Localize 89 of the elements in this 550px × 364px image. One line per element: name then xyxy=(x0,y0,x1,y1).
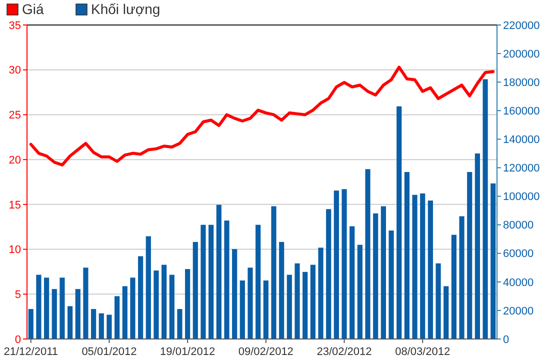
bar xyxy=(248,268,253,339)
line-series xyxy=(29,66,495,166)
bar xyxy=(240,280,245,339)
bar xyxy=(380,206,386,339)
bar xyxy=(286,274,292,339)
bar xyxy=(224,220,230,339)
y2-tick-label: 120000 xyxy=(503,162,540,175)
y2-tick-label: 220000 xyxy=(503,20,540,32)
x-tick-label: 05/01/2012 xyxy=(82,346,137,358)
bar xyxy=(130,278,136,339)
bar xyxy=(474,153,480,339)
x-tick-label: 23/02/2012 xyxy=(316,346,372,358)
bar xyxy=(52,289,57,339)
bar xyxy=(232,249,238,339)
bar xyxy=(365,169,370,339)
bar xyxy=(60,278,65,339)
bar xyxy=(83,268,88,339)
bar xyxy=(444,286,449,339)
x-tick-label: 09/02/2012 xyxy=(238,346,294,358)
bar xyxy=(91,309,96,339)
y-tick-label: 5 xyxy=(14,288,21,301)
bar xyxy=(138,256,144,339)
bar xyxy=(318,248,324,339)
y-tick-label: 20 xyxy=(8,154,21,166)
bar xyxy=(114,296,120,339)
bar xyxy=(482,79,488,339)
y2-tick-label: 160000 xyxy=(503,105,540,118)
y2-tick-label: 140000 xyxy=(503,134,540,146)
y-tick-label: 0 xyxy=(14,334,21,346)
bar xyxy=(467,172,472,339)
y-tick-label: 25 xyxy=(8,110,21,122)
bar xyxy=(310,264,316,339)
bar xyxy=(106,314,112,339)
bar xyxy=(428,200,433,339)
x-tick-label: 19/01/2012 xyxy=(160,346,216,358)
y2-tick-label: 20000 xyxy=(503,305,534,318)
bar xyxy=(373,213,378,339)
bar xyxy=(36,274,42,339)
bar xyxy=(342,189,347,339)
bar xyxy=(154,270,159,339)
bar xyxy=(263,280,268,339)
x-tick-label: 08/03/2012 xyxy=(395,346,450,358)
bar xyxy=(75,289,80,339)
y2-tick-label: 40000 xyxy=(503,276,534,289)
bar xyxy=(177,309,182,339)
y2-tick-label: 60000 xyxy=(503,248,534,260)
bar xyxy=(404,172,410,339)
y2-tick-label: 100000 xyxy=(503,191,540,204)
bar xyxy=(388,230,394,339)
legend-label: Khối lượng xyxy=(91,1,160,17)
bar xyxy=(412,194,418,339)
bar xyxy=(44,278,50,339)
bar xyxy=(326,209,332,339)
bar xyxy=(200,224,206,339)
bar xyxy=(490,183,496,339)
bar xyxy=(28,309,34,339)
bar xyxy=(68,306,73,339)
bar xyxy=(302,272,308,339)
y-tick-label: 15 xyxy=(8,199,21,212)
bar xyxy=(350,226,355,339)
y-tick-label: 35 xyxy=(8,20,21,32)
y2-tick-label: 80000 xyxy=(503,220,534,232)
y2-tick-label: 0 xyxy=(503,334,510,346)
bar xyxy=(271,206,276,339)
bar xyxy=(216,204,222,339)
bar xyxy=(436,263,441,339)
bar xyxy=(256,224,261,339)
y2-tick-label: 200000 xyxy=(503,48,540,60)
y-tick-label: 10 xyxy=(8,244,21,256)
bar xyxy=(169,274,174,339)
bar xyxy=(98,313,104,339)
bar xyxy=(208,224,214,339)
bar xyxy=(146,236,151,339)
bar xyxy=(334,190,339,339)
bar xyxy=(396,106,402,339)
x-tick-label: 21/12/2011 xyxy=(4,346,58,358)
bar xyxy=(294,263,300,339)
bar xyxy=(192,242,198,339)
bar xyxy=(162,264,167,339)
bar xyxy=(122,286,128,339)
bar xyxy=(451,234,456,339)
y2-tick-label: 180000 xyxy=(503,76,540,89)
bar xyxy=(185,269,190,339)
y-tick-label: 30 xyxy=(8,64,21,77)
bar xyxy=(357,244,362,339)
bar xyxy=(420,193,426,339)
bar xyxy=(459,216,464,339)
bar xyxy=(279,242,284,339)
legend-label: Giá xyxy=(22,1,44,17)
